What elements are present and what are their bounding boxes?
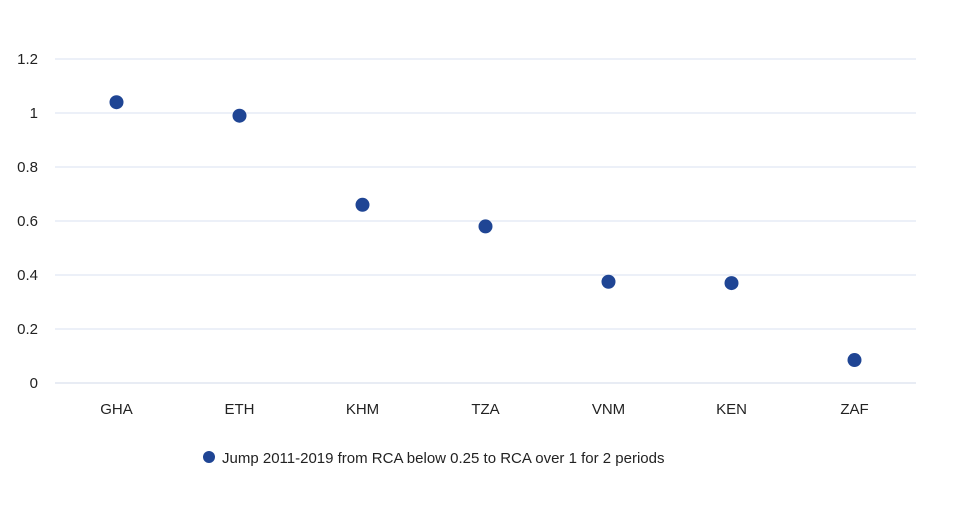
legend: Jump 2011-2019 from RCA below 0.25 to RC… <box>203 450 664 467</box>
y-axis-ticks: 0 0.2 0.4 0.6 0.8 1 1.2 <box>17 51 38 392</box>
data-point-gha <box>109 95 124 110</box>
y-tick-label: 0.8 <box>17 159 38 176</box>
data-point-vnm <box>601 274 616 289</box>
x-tick-label: GHA <box>100 401 133 418</box>
gridlines <box>55 58 916 384</box>
data-points <box>109 95 862 368</box>
x-tick-label: ZAF <box>840 401 868 418</box>
data-point-eth <box>232 108 247 123</box>
y-tick-label: 0.4 <box>17 267 38 284</box>
legend-marker <box>203 451 215 463</box>
y-tick-label: 0.6 <box>17 213 38 230</box>
x-tick-label: TZA <box>471 401 499 418</box>
legend-label: Jump 2011-2019 from RCA below 0.25 to RC… <box>222 450 664 467</box>
y-tick-label: 0 <box>30 375 38 392</box>
x-tick-label: KHM <box>346 401 379 418</box>
data-point-khm <box>355 197 370 212</box>
y-tick-label: 0.2 <box>17 321 38 338</box>
x-tick-label: KEN <box>716 401 747 418</box>
x-tick-label: VNM <box>592 401 625 418</box>
y-tick-label: 1 <box>30 105 38 122</box>
x-tick-label: ETH <box>225 401 255 418</box>
data-point-ken <box>724 276 739 291</box>
x-axis-ticks: GHA ETH KHM TZA VNM KEN ZAF <box>100 401 868 418</box>
data-point-zaf <box>847 353 862 368</box>
data-point-tza <box>478 219 493 234</box>
y-tick-label: 1.2 <box>17 51 38 68</box>
